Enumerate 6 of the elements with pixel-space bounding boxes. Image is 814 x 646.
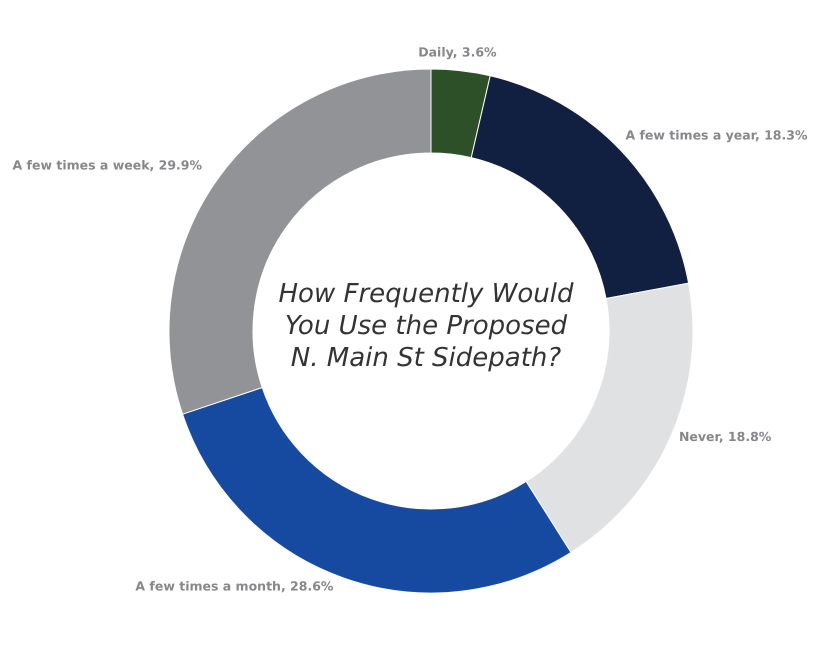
slice-label: Never, 18.8% [678,428,772,444]
slice-label: A few times a week, 29.9% [12,157,202,172]
text: How Frequently Would You Use the Proposed N. Main St Sidepath? [278,279,574,373]
slice-label: A few times a month, 28.6% [135,578,334,594]
slice-label: A few times a year, 18.3% [625,128,808,143]
slice-label: Daily, 3.6% [418,44,498,60]
